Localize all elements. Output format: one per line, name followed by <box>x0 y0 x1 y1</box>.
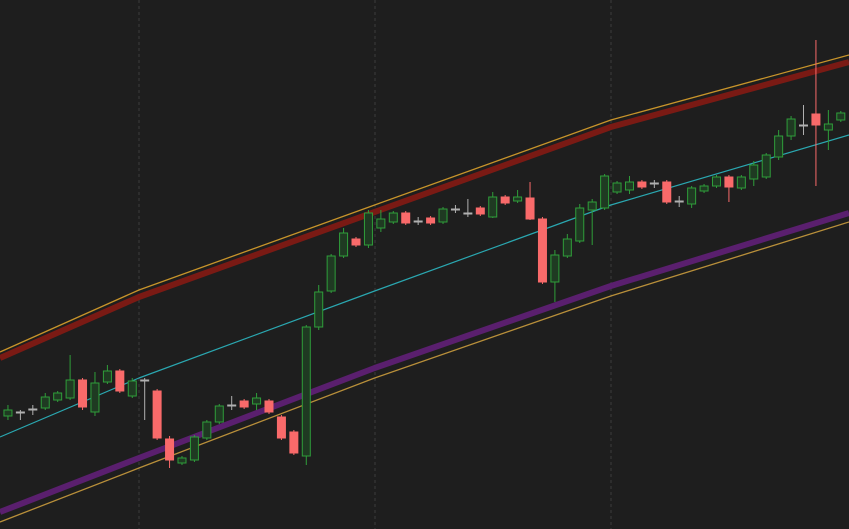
candle-body <box>500 196 510 204</box>
candle-body <box>127 380 137 397</box>
candle-body <box>699 185 709 192</box>
candle-body <box>600 175 610 209</box>
indicator-line <box>0 221 849 523</box>
candle-body <box>202 421 212 439</box>
candle-body <box>749 164 759 180</box>
candle-body <box>376 218 386 229</box>
candle-body <box>3 409 13 417</box>
candle-body <box>326 255 336 292</box>
indicator-line <box>0 59 849 361</box>
candle-body <box>40 396 50 409</box>
candle-body <box>388 212 398 223</box>
candle-body <box>90 382 100 413</box>
candle-body <box>550 254 560 283</box>
candle-body <box>711 176 721 187</box>
candle-body <box>115 370 125 392</box>
candle-body <box>438 208 448 223</box>
candle-body <box>637 181 647 188</box>
candle-body <box>450 208 460 211</box>
candle-body <box>537 218 547 283</box>
candle-body <box>53 392 63 401</box>
candle-body <box>575 207 585 242</box>
candle-body <box>463 212 473 215</box>
candle-body <box>612 182 622 193</box>
indicator-line <box>0 54 849 353</box>
candle-body <box>227 404 237 407</box>
candle-body <box>28 408 38 411</box>
candle-body <box>239 400 249 408</box>
candle-body <box>351 238 361 246</box>
candle-body <box>786 118 796 137</box>
indicator-line <box>0 210 849 515</box>
candle-body <box>662 181 672 203</box>
candle-body <box>140 379 150 382</box>
candle-body <box>624 181 634 191</box>
candle-body <box>836 112 846 121</box>
candle-body <box>761 154 771 178</box>
candle-body <box>177 457 187 464</box>
candle-body <box>774 135 784 158</box>
candle-body <box>15 411 25 414</box>
candle-body <box>811 113 821 126</box>
candle-body <box>649 182 659 185</box>
candle-body <box>152 390 162 439</box>
candle-body <box>65 379 75 399</box>
candle-body <box>799 124 809 127</box>
candle-body <box>363 212 373 246</box>
candle-body <box>823 123 833 131</box>
candle-body <box>276 416 286 439</box>
candle-body <box>401 212 411 224</box>
candle-body <box>736 176 746 189</box>
candle-body <box>475 207 485 215</box>
candle-body <box>587 201 597 211</box>
candle-body <box>339 232 349 257</box>
candle-body <box>189 436 199 461</box>
candle-body <box>165 438 175 461</box>
candle-body <box>525 197 535 220</box>
candle-body <box>724 176 734 188</box>
candle-body <box>413 220 423 223</box>
candle-body <box>301 326 311 457</box>
candle-body <box>674 200 684 203</box>
candle-body <box>687 187 697 205</box>
candle-body <box>488 196 498 218</box>
candle-body <box>426 217 436 224</box>
candle-body <box>252 397 262 405</box>
candle-body <box>102 370 112 383</box>
candle-body <box>314 291 324 328</box>
candle-body <box>264 400 274 413</box>
candle-body <box>513 196 523 202</box>
candle-body <box>289 431 299 454</box>
candle-body <box>214 405 224 423</box>
candle-body <box>78 379 88 408</box>
candle-body <box>562 238 572 257</box>
